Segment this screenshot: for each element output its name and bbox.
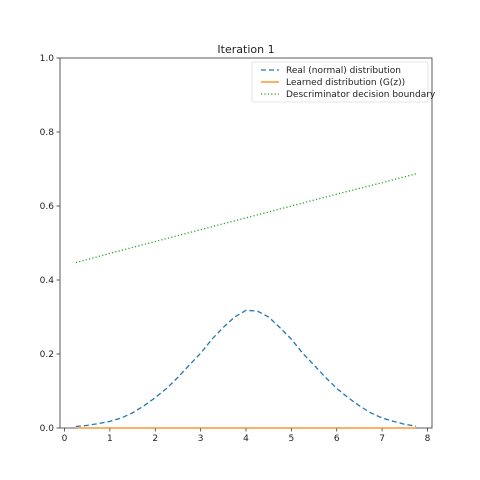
chart-title: Iteration 1 — [217, 43, 274, 56]
legend-label: Descriminator decision boundary — [286, 90, 436, 100]
y-tick-label: 0.4 — [40, 276, 55, 286]
y-axis: 0.0 0.2 0.4 0.6 0.8 1.0 — [40, 54, 60, 434]
y-tick-label: 0.8 — [40, 128, 55, 138]
x-tick-label: 2 — [152, 434, 158, 444]
x-tick-label: 4 — [243, 434, 249, 444]
legend: Real (normal) distribution Learned distri… — [251, 61, 436, 103]
x-tick-label: 8 — [425, 434, 431, 444]
y-tick-label: 1.0 — [40, 54, 55, 64]
y-tick-label: 0.0 — [40, 424, 55, 434]
legend-label: Learned distribution (G(z)) — [286, 78, 405, 88]
x-tick-label: 5 — [288, 434, 294, 444]
legend-box — [251, 61, 429, 103]
y-tick-label: 0.2 — [40, 350, 54, 360]
y-tick-label: 0.6 — [40, 202, 55, 212]
x-tick-label: 6 — [334, 434, 340, 444]
series-line-1 — [75, 309, 417, 428]
series-layer — [75, 173, 417, 429]
x-tick-label: 3 — [198, 434, 204, 444]
x-tick-label: 7 — [379, 434, 385, 444]
x-tick-label: 1 — [107, 434, 113, 444]
legend-label: Real (normal) distribution — [286, 66, 401, 76]
x-tick-label: 0 — [62, 434, 68, 444]
